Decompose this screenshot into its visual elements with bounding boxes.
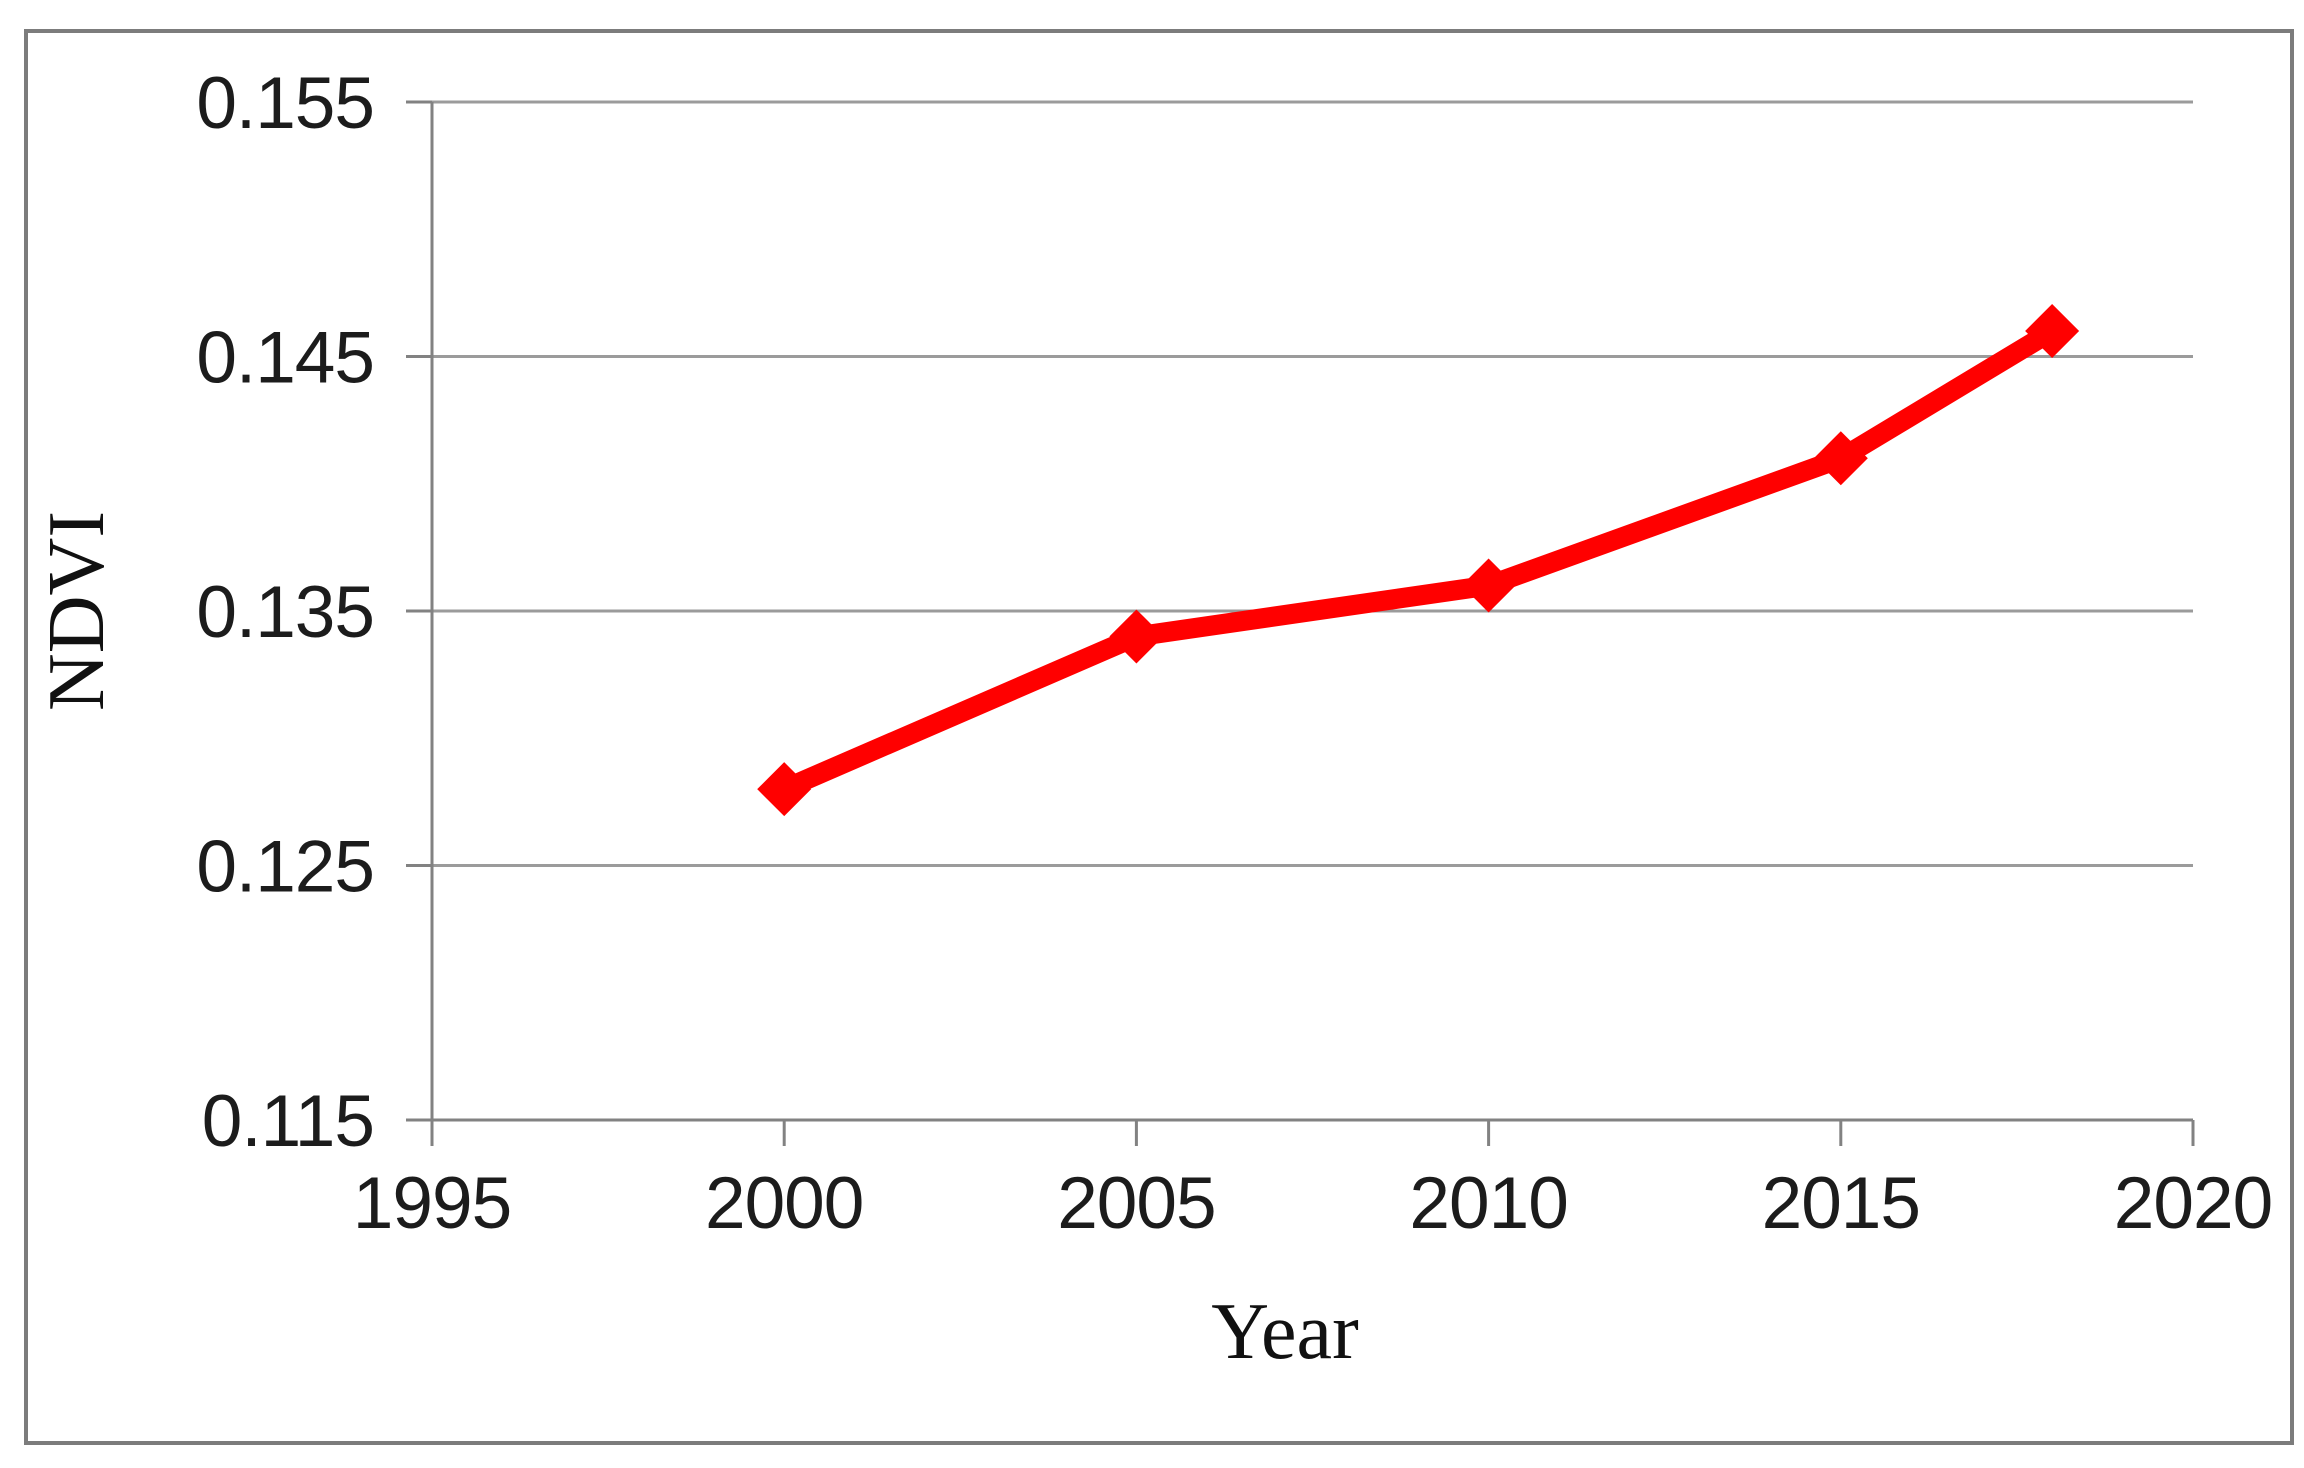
series-line (774, 321, 2063, 800)
x-tick-label: 2015 (1762, 1163, 1920, 1244)
y-tick-label: 0.135 (196, 572, 374, 653)
y-tick-label: 0.145 (196, 318, 374, 399)
data-point-marker (1461, 558, 1516, 613)
y-axis-title: NDVI (33, 511, 121, 711)
data-point-marker (1109, 609, 1164, 664)
data-point-marker (2025, 304, 2080, 359)
plot-area: 0.115 0.125 0.135 0.145 0.155 1995 2000 2005 201… (196, 63, 2273, 1244)
figure-border (24, 29, 2294, 1445)
y-tick-label: 0.155 (196, 63, 374, 144)
data-point-marker (1813, 431, 1868, 486)
x-tick-label: 2010 (1409, 1163, 1567, 1244)
x-tick-label: 2000 (705, 1163, 863, 1244)
data-point-marker (757, 762, 812, 817)
y-tick-label: 0.125 (196, 827, 374, 908)
x-tick-label: 1995 (353, 1163, 511, 1244)
x-tick-label: 2005 (1057, 1163, 1215, 1244)
y-tick-label: 0.115 (202, 1081, 374, 1162)
x-axis-title: Year (1211, 1288, 1358, 1376)
x-tick-label: 2020 (2114, 1163, 2272, 1244)
